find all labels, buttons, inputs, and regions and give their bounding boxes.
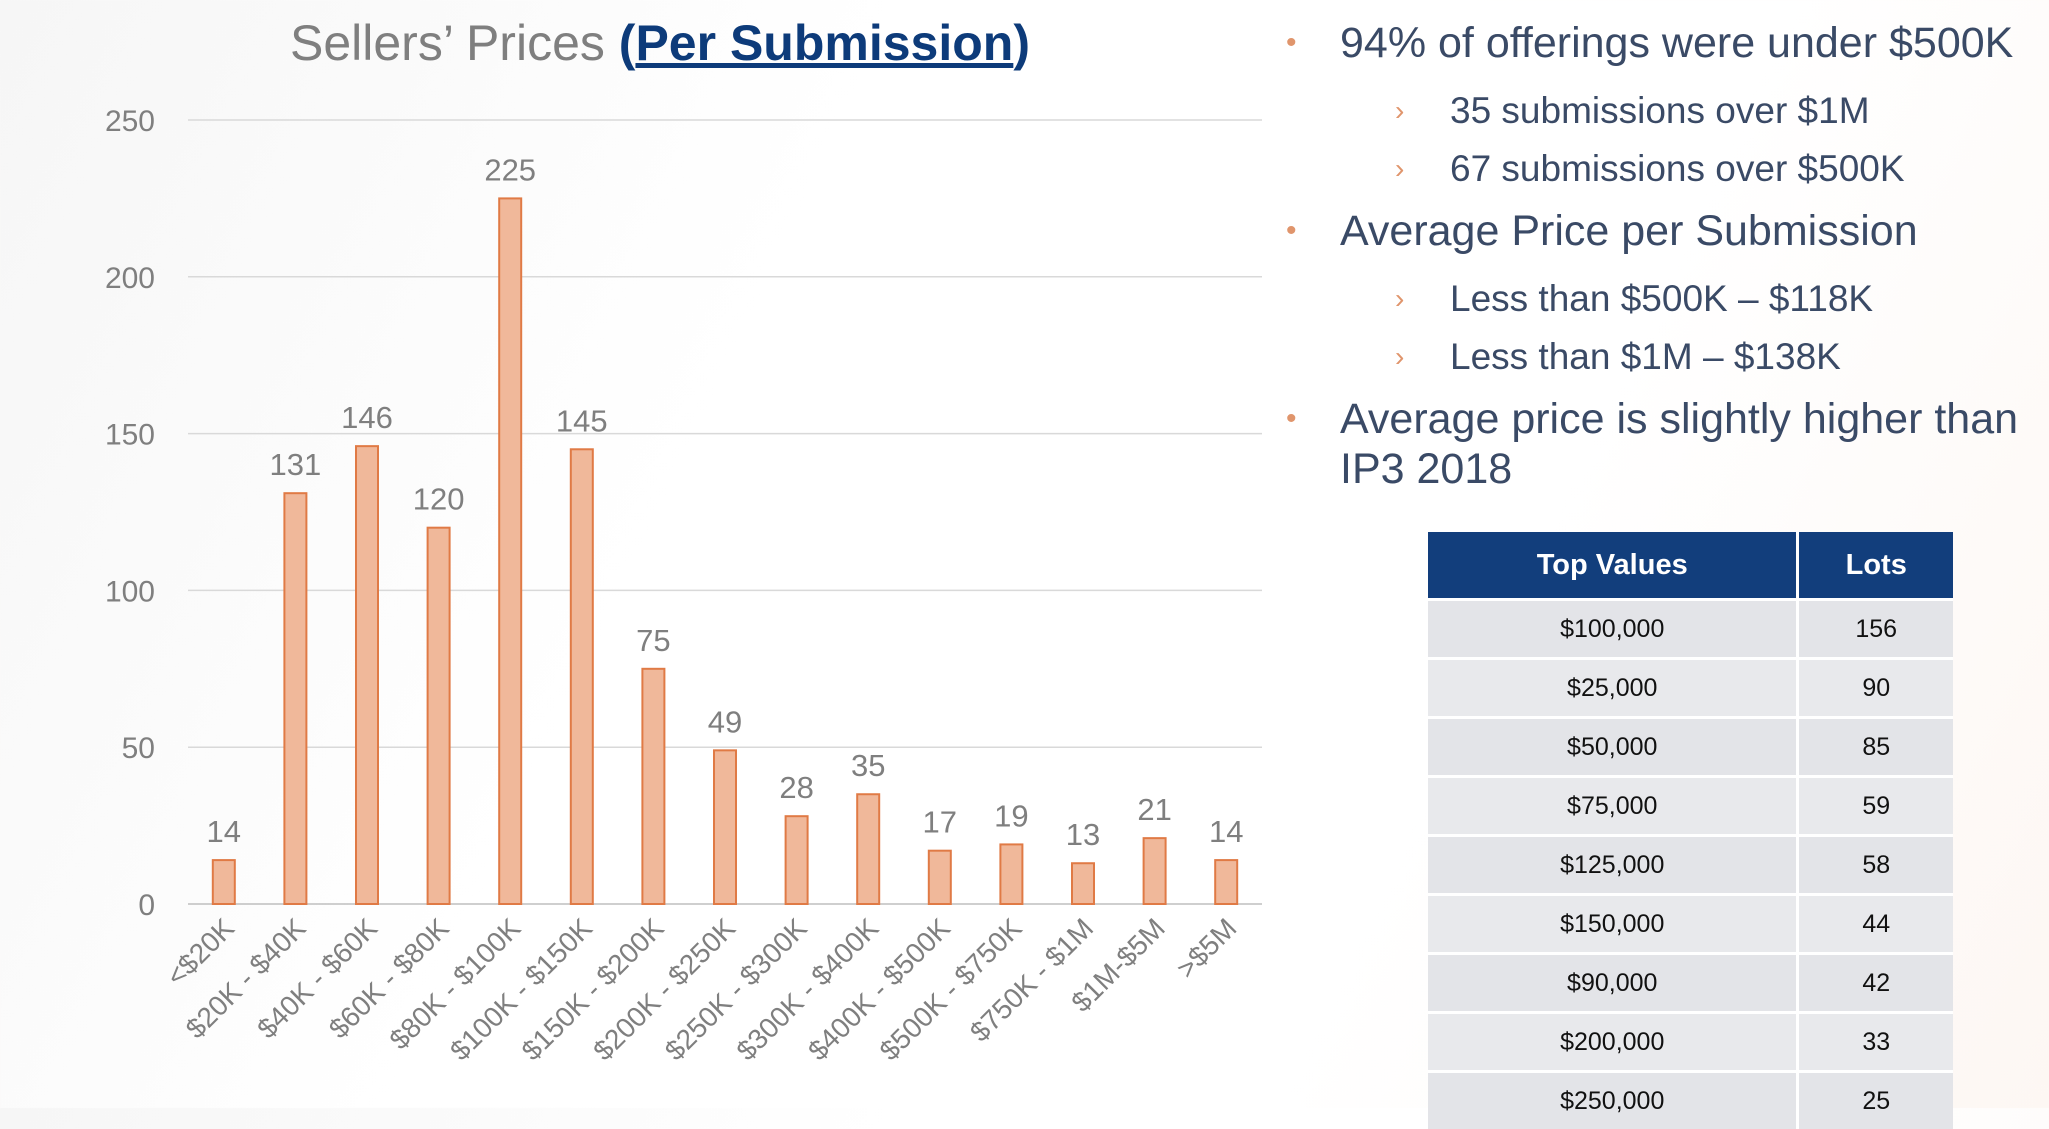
cell-top-value: $200,000 [1428,1013,1798,1072]
cell-top-value: $90,000 [1428,954,1798,1013]
bar [786,816,808,904]
bar [356,446,378,904]
bullet-item: • Average price is slightly higher than I… [1280,394,2040,494]
data-label: 75 [636,623,670,658]
bar [1072,863,1094,904]
bar [213,860,235,904]
chevron-right-icon: › [1395,270,1404,328]
sub-bullet-text: 35 submissions over $1M [1450,90,1870,131]
data-label: 28 [779,770,813,805]
data-label: 120 [413,482,465,517]
cell-top-value: $25,000 [1428,659,1798,718]
table-header-row: Top Values Lots [1428,532,1953,600]
bar [1144,838,1166,904]
cell-top-value: $250,000 [1428,1072,1798,1129]
bullet-text: Average price is slightly higher than IP… [1340,395,2018,493]
header-top-values: Top Values [1428,532,1798,600]
bar [929,851,951,904]
bar [1215,860,1237,904]
data-label: 49 [708,704,742,739]
y-tick-label: 0 [138,889,155,922]
bar [571,449,593,904]
data-label: 131 [270,447,322,482]
y-tick-label: 50 [122,732,155,765]
sub-bullet-list: › Less than $500K – $118K › Less than $1M –… [1280,270,2040,386]
cell-lots: 42 [1798,954,1953,1013]
bar [642,669,664,904]
y-tick-label: 200 [105,262,155,295]
cell-top-value: $125,000 [1428,836,1798,895]
bar [714,750,736,904]
sub-bullet-item: › 35 submissions over $1M [1280,82,2040,140]
bar [284,493,306,904]
bar [428,528,450,904]
data-label: 14 [1209,814,1243,849]
bullet-dot-icon: • [1286,18,1297,68]
sub-bullet-item: › 67 submissions over $500K [1280,140,2040,198]
data-label: 13 [1066,817,1100,852]
cell-lots: 33 [1798,1013,1953,1072]
cell-lots: 90 [1798,659,1953,718]
cell-top-value: $150,000 [1428,895,1798,954]
bullet-item: • 94% of offerings were under $500K [1280,18,2040,68]
sub-bullet-text: Less than $1M – $138K [1450,336,1841,377]
data-label: 17 [923,805,957,840]
data-label: 21 [1137,792,1171,827]
y-tick-label: 250 [105,105,155,138]
bullet-text: Average Price per Submission [1340,207,1918,255]
bullet-dot-icon: • [1286,206,1297,256]
data-label: 225 [484,152,536,187]
cell-lots: 59 [1798,777,1953,836]
data-label: 146 [341,400,393,435]
bar [1000,844,1022,904]
data-label: 145 [556,403,608,438]
bar [857,794,879,904]
bullet-dot-icon: • [1286,394,1297,444]
cell-top-value: $75,000 [1428,777,1798,836]
data-label: 35 [851,748,885,783]
cell-top-value: $50,000 [1428,718,1798,777]
sub-bullet-item: › Less than $500K – $118K [1280,270,2040,328]
chevron-right-icon: › [1395,82,1404,140]
sub-bullet-item: › Less than $1M – $138K [1280,328,2040,386]
cell-top-value: $100,000 [1428,600,1798,659]
y-tick-label: 100 [105,575,155,608]
y-tick-label: 150 [105,419,155,452]
bullet-text: 94% of offerings were under $500K [1340,19,2013,67]
bullet-list: • 94% of offerings were under $500K › 35 su… [1280,18,2040,508]
cell-lots: 25 [1798,1072,1953,1129]
cell-lots: 85 [1798,718,1953,777]
chevron-right-icon: › [1395,328,1404,386]
bullet-item: • Average Price per Submission [1280,206,2040,256]
bar [499,198,521,904]
x-tick-label: >$5M [1170,912,1242,984]
sub-bullet-text: 67 submissions over $500K [1450,148,1905,189]
cell-lots: 58 [1798,836,1953,895]
data-label: 19 [994,798,1028,833]
header-lots: Lots [1798,532,1953,600]
cell-lots: 44 [1798,895,1953,954]
sub-bullet-list: › 35 submissions over $1M › 67 submissions … [1280,82,2040,198]
cell-lots: 156 [1798,600,1953,659]
chevron-right-icon: › [1395,140,1404,198]
data-label: 14 [207,814,241,849]
sub-bullet-text: Less than $500K – $118K [1450,278,1873,319]
